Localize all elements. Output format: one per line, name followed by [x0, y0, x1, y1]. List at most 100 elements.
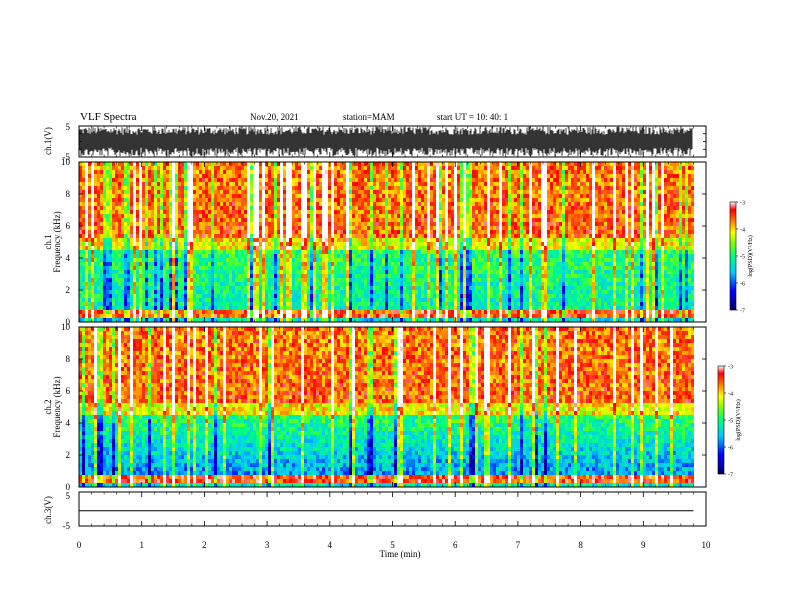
- spectrogram-cell: [415, 250, 418, 254]
- spectrogram-cell: [280, 254, 283, 258]
- spectrogram-cell: [241, 234, 244, 238]
- spectrogram-cell: [268, 274, 271, 278]
- spectrogram-cell: [184, 306, 187, 310]
- spectrogram-cell: [319, 310, 322, 314]
- spectrogram-cell: [397, 170, 400, 174]
- spectrogram-cell: [109, 226, 112, 230]
- spectrogram-cell: [352, 254, 355, 258]
- spectrogram-cell: [85, 242, 88, 246]
- spectrogram-cell: [136, 250, 139, 254]
- spectrogram-cell: [427, 266, 430, 270]
- spectrogram-cell: [340, 274, 343, 278]
- spectrogram-cell: [148, 254, 151, 258]
- spectrogram-cell: [331, 162, 334, 166]
- spectrogram-cell: [229, 190, 232, 194]
- spectrogram-cell: [301, 234, 304, 238]
- spectrogram-cell: [142, 250, 145, 254]
- spectrogram-cell: [184, 246, 187, 250]
- spectrogram-cell: [412, 242, 415, 246]
- spectrogram-cell: [175, 290, 178, 294]
- spectrogram-cell: [190, 278, 193, 282]
- spectrogram-cell: [145, 186, 148, 190]
- spectrogram-cell: [163, 254, 166, 258]
- spectrogram-cell: [199, 182, 202, 186]
- spectrogram-cell: [211, 238, 214, 242]
- spectrogram-cell: [262, 298, 265, 302]
- spectrogram-cell: [424, 230, 427, 234]
- spectrogram-cell: [163, 170, 166, 174]
- spectrogram-cell: [193, 218, 196, 222]
- spectrogram-cell: [118, 198, 121, 202]
- spectrogram-cell: [103, 166, 106, 170]
- spectrogram-cell: [298, 226, 301, 230]
- spectrogram-cell: [232, 242, 235, 246]
- spectrogram-cell: [397, 258, 400, 262]
- spectrogram-cell: [130, 166, 133, 170]
- spectrogram-cell: [424, 274, 427, 278]
- spectrogram-cell: [175, 198, 178, 202]
- spectrogram-cell: [238, 294, 241, 298]
- spectrogram-cell: [241, 178, 244, 182]
- spectrogram-cell: [445, 262, 448, 266]
- spectrogram-cell: [91, 222, 94, 226]
- spectrogram-cell: [184, 286, 187, 290]
- spectrogram-cell: [295, 294, 298, 298]
- spectrogram-cell: [376, 214, 379, 218]
- spectrogram-cell: [172, 170, 175, 174]
- spectrogram-cell: [433, 182, 436, 186]
- spectrogram-cell: [259, 282, 262, 286]
- spectrogram-cell: [169, 226, 172, 230]
- spectrogram-cell: [286, 166, 289, 170]
- spectrogram-cell: [202, 318, 205, 322]
- spectrogram-cell: [178, 174, 181, 178]
- spectrogram-cell: [337, 306, 340, 310]
- spectrogram-cell: [148, 314, 151, 318]
- spectrogram-cell: [262, 274, 265, 278]
- spectrogram-cell: [235, 294, 238, 298]
- spectrogram-cell: [196, 250, 199, 254]
- spectrogram-cell: [202, 282, 205, 286]
- spectrogram-cell: [370, 222, 373, 226]
- spectrogram-cell: [190, 226, 193, 230]
- spectrogram-cell: [391, 274, 394, 278]
- spectrogram-cell: [172, 174, 175, 178]
- spectrogram-cell: [442, 318, 445, 322]
- spectrogram-cell: [163, 222, 166, 226]
- spectrogram-cell: [181, 230, 184, 234]
- spectrogram-cell: [103, 250, 106, 254]
- spectrogram-cell: [151, 178, 154, 182]
- start-time-label: start UT = 10: 40: 1: [437, 112, 509, 122]
- spectrogram-cell: [178, 194, 181, 198]
- spectrogram-cell: [127, 254, 130, 258]
- spectrogram-cell: [319, 226, 322, 230]
- spectrogram-cell: [364, 318, 367, 322]
- spectrogram-cell: [103, 286, 106, 290]
- spectrogram-cell: [193, 318, 196, 322]
- spectrogram-cell: [286, 198, 289, 202]
- spectrogram-cell: [364, 186, 367, 190]
- spectrogram-cell: [295, 190, 298, 194]
- spectrogram-cell: [166, 258, 169, 262]
- spectrogram-cell: [139, 186, 142, 190]
- spectrogram-cell: [367, 318, 370, 322]
- spectrogram-cell: [217, 206, 220, 210]
- spectrogram-cell: [343, 314, 346, 318]
- spectrogram-cell: [304, 234, 307, 238]
- spectrogram-cell: [208, 282, 211, 286]
- spectrogram-cell: [355, 282, 358, 286]
- spectrogram-cell: [367, 278, 370, 282]
- spectrogram-cell: [376, 254, 379, 258]
- spectrogram-cell: [415, 206, 418, 210]
- spectrogram-cell: [418, 278, 421, 282]
- spectrogram-cell: [274, 258, 277, 262]
- spectrogram-cell: [394, 278, 397, 282]
- spectrogram-cell: [325, 282, 328, 286]
- spectrogram-cell: [127, 306, 130, 310]
- spectrogram-cell: [370, 170, 373, 174]
- spectrogram-cell: [298, 194, 301, 198]
- spectrogram-cell: [364, 234, 367, 238]
- spectrogram-cell: [442, 250, 445, 254]
- spectrogram-cell: [196, 278, 199, 282]
- spectrogram-cell: [325, 298, 328, 302]
- spectrogram-cell: [223, 274, 226, 278]
